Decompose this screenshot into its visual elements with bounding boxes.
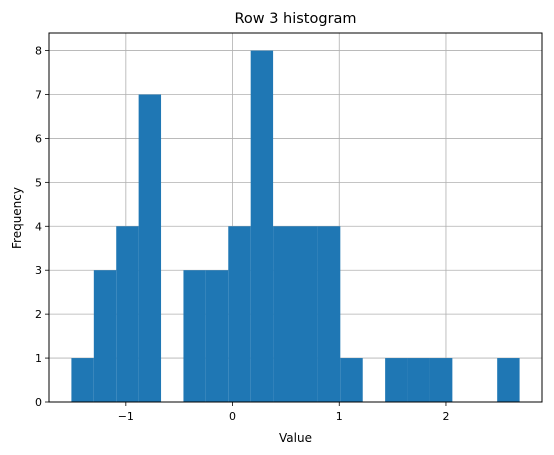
histogram-bar xyxy=(408,358,430,402)
y-tick-label: 7 xyxy=(35,89,42,102)
y-tick-label: 2 xyxy=(35,308,42,321)
histogram-bar xyxy=(116,226,138,402)
histogram-bar xyxy=(385,358,407,402)
y-tick-label: 1 xyxy=(35,352,42,365)
y-tick-label: 8 xyxy=(35,45,42,58)
histogram-bar xyxy=(430,358,452,402)
y-tick-label: 3 xyxy=(35,264,42,277)
y-tick-label: 6 xyxy=(35,132,42,145)
x-tick-label: 2 xyxy=(442,410,449,423)
histogram-bar xyxy=(228,226,250,402)
histogram-bar xyxy=(296,226,318,402)
histogram-bar xyxy=(94,270,116,402)
histogram-bar xyxy=(71,358,93,402)
y-tick-label: 0 xyxy=(35,396,42,409)
x-tick-label: 1 xyxy=(336,410,343,423)
histogram-bar xyxy=(273,226,295,402)
x-tick-label: −1 xyxy=(118,410,134,423)
y-tick-label: 4 xyxy=(35,220,42,233)
histogram-bar xyxy=(139,95,161,403)
x-tick-label: 0 xyxy=(229,410,236,423)
histogram-bar xyxy=(251,51,273,402)
histogram-bar xyxy=(206,270,228,402)
x-axis-title: Value xyxy=(279,431,312,445)
histogram-bar xyxy=(183,270,205,402)
y-axis-title: Frequency xyxy=(10,187,24,249)
y-tick-label: 5 xyxy=(35,176,42,189)
histogram-bar xyxy=(318,226,340,402)
histogram-bar xyxy=(497,358,519,402)
histogram-bar xyxy=(340,358,362,402)
chart-title: Row 3 histogram xyxy=(234,11,356,27)
